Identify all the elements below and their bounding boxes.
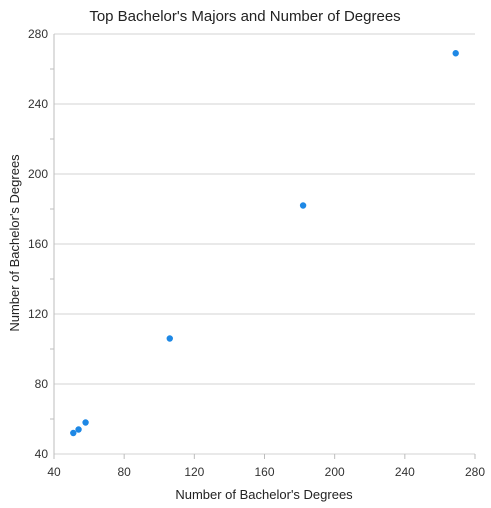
x-axis-label: Number of Bachelor's Degrees	[175, 487, 353, 502]
y-tick-label: 280	[28, 27, 48, 41]
data-point	[70, 429, 77, 437]
x-tick-label: 40	[47, 465, 61, 479]
data-point	[299, 202, 307, 209]
y-tick-label: 160	[28, 237, 48, 251]
x-tick-label: 280	[465, 465, 485, 479]
x-tick-label: 120	[184, 465, 204, 479]
y-tick-label: 240	[28, 97, 48, 111]
axes	[50, 34, 476, 459]
chart-title: Top Bachelor's Majors and Number of Degr…	[89, 8, 400, 25]
y-tick-labels: 40 80 120 160 200 240 280	[28, 27, 48, 461]
data-point	[452, 50, 459, 57]
y-tick-label: 40	[35, 447, 49, 461]
data-points	[70, 50, 459, 437]
y-axis-label: Number of Bachelor's Degrees	[7, 154, 22, 332]
data-point	[75, 426, 82, 433]
x-tick-label: 80	[117, 465, 131, 479]
x-tick-label: 240	[395, 465, 415, 479]
x-tick-label: 200	[325, 465, 345, 479]
y-tick-label: 200	[28, 167, 48, 181]
y-tick-label: 80	[35, 377, 49, 391]
data-point	[166, 335, 173, 342]
grid	[54, 33, 475, 455]
y-tick-label: 120	[28, 307, 48, 321]
data-point	[82, 419, 89, 426]
x-tick-label: 160	[254, 465, 274, 479]
x-tick-labels: 40 80 120 160 200 240 280	[47, 465, 485, 479]
